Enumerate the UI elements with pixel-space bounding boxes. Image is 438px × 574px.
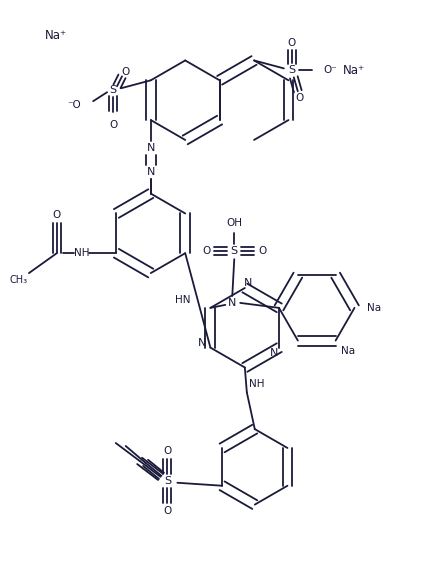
Text: S: S <box>109 86 117 95</box>
Text: O: O <box>109 120 117 130</box>
Text: N: N <box>146 166 155 177</box>
Text: CH₃: CH₃ <box>10 275 28 285</box>
Text: O: O <box>287 37 295 48</box>
Text: N: N <box>146 143 155 153</box>
Text: O⁻: O⁻ <box>323 65 336 75</box>
Text: N: N <box>228 298 236 308</box>
Text: S: S <box>230 246 237 256</box>
Text: O: O <box>53 211 61 220</box>
Text: O: O <box>202 246 210 256</box>
Text: S: S <box>163 476 170 486</box>
Text: NH: NH <box>74 248 89 258</box>
Text: S: S <box>288 65 295 75</box>
Text: Na⁺: Na⁺ <box>45 29 67 42</box>
Text: O: O <box>258 246 265 256</box>
Text: HN: HN <box>175 296 190 305</box>
Text: O: O <box>163 446 171 456</box>
Text: NH: NH <box>248 379 264 389</box>
Text: O: O <box>295 93 303 103</box>
Text: ⁻O: ⁻O <box>67 100 81 110</box>
Text: Na: Na <box>340 346 354 355</box>
Text: Na: Na <box>367 303 381 313</box>
Text: N: N <box>269 348 278 358</box>
Text: O: O <box>163 506 171 515</box>
Text: OH: OH <box>226 218 242 228</box>
Text: N: N <box>243 278 251 288</box>
Text: Na⁺: Na⁺ <box>343 64 364 77</box>
Text: N: N <box>198 338 206 348</box>
Text: O: O <box>122 67 130 77</box>
